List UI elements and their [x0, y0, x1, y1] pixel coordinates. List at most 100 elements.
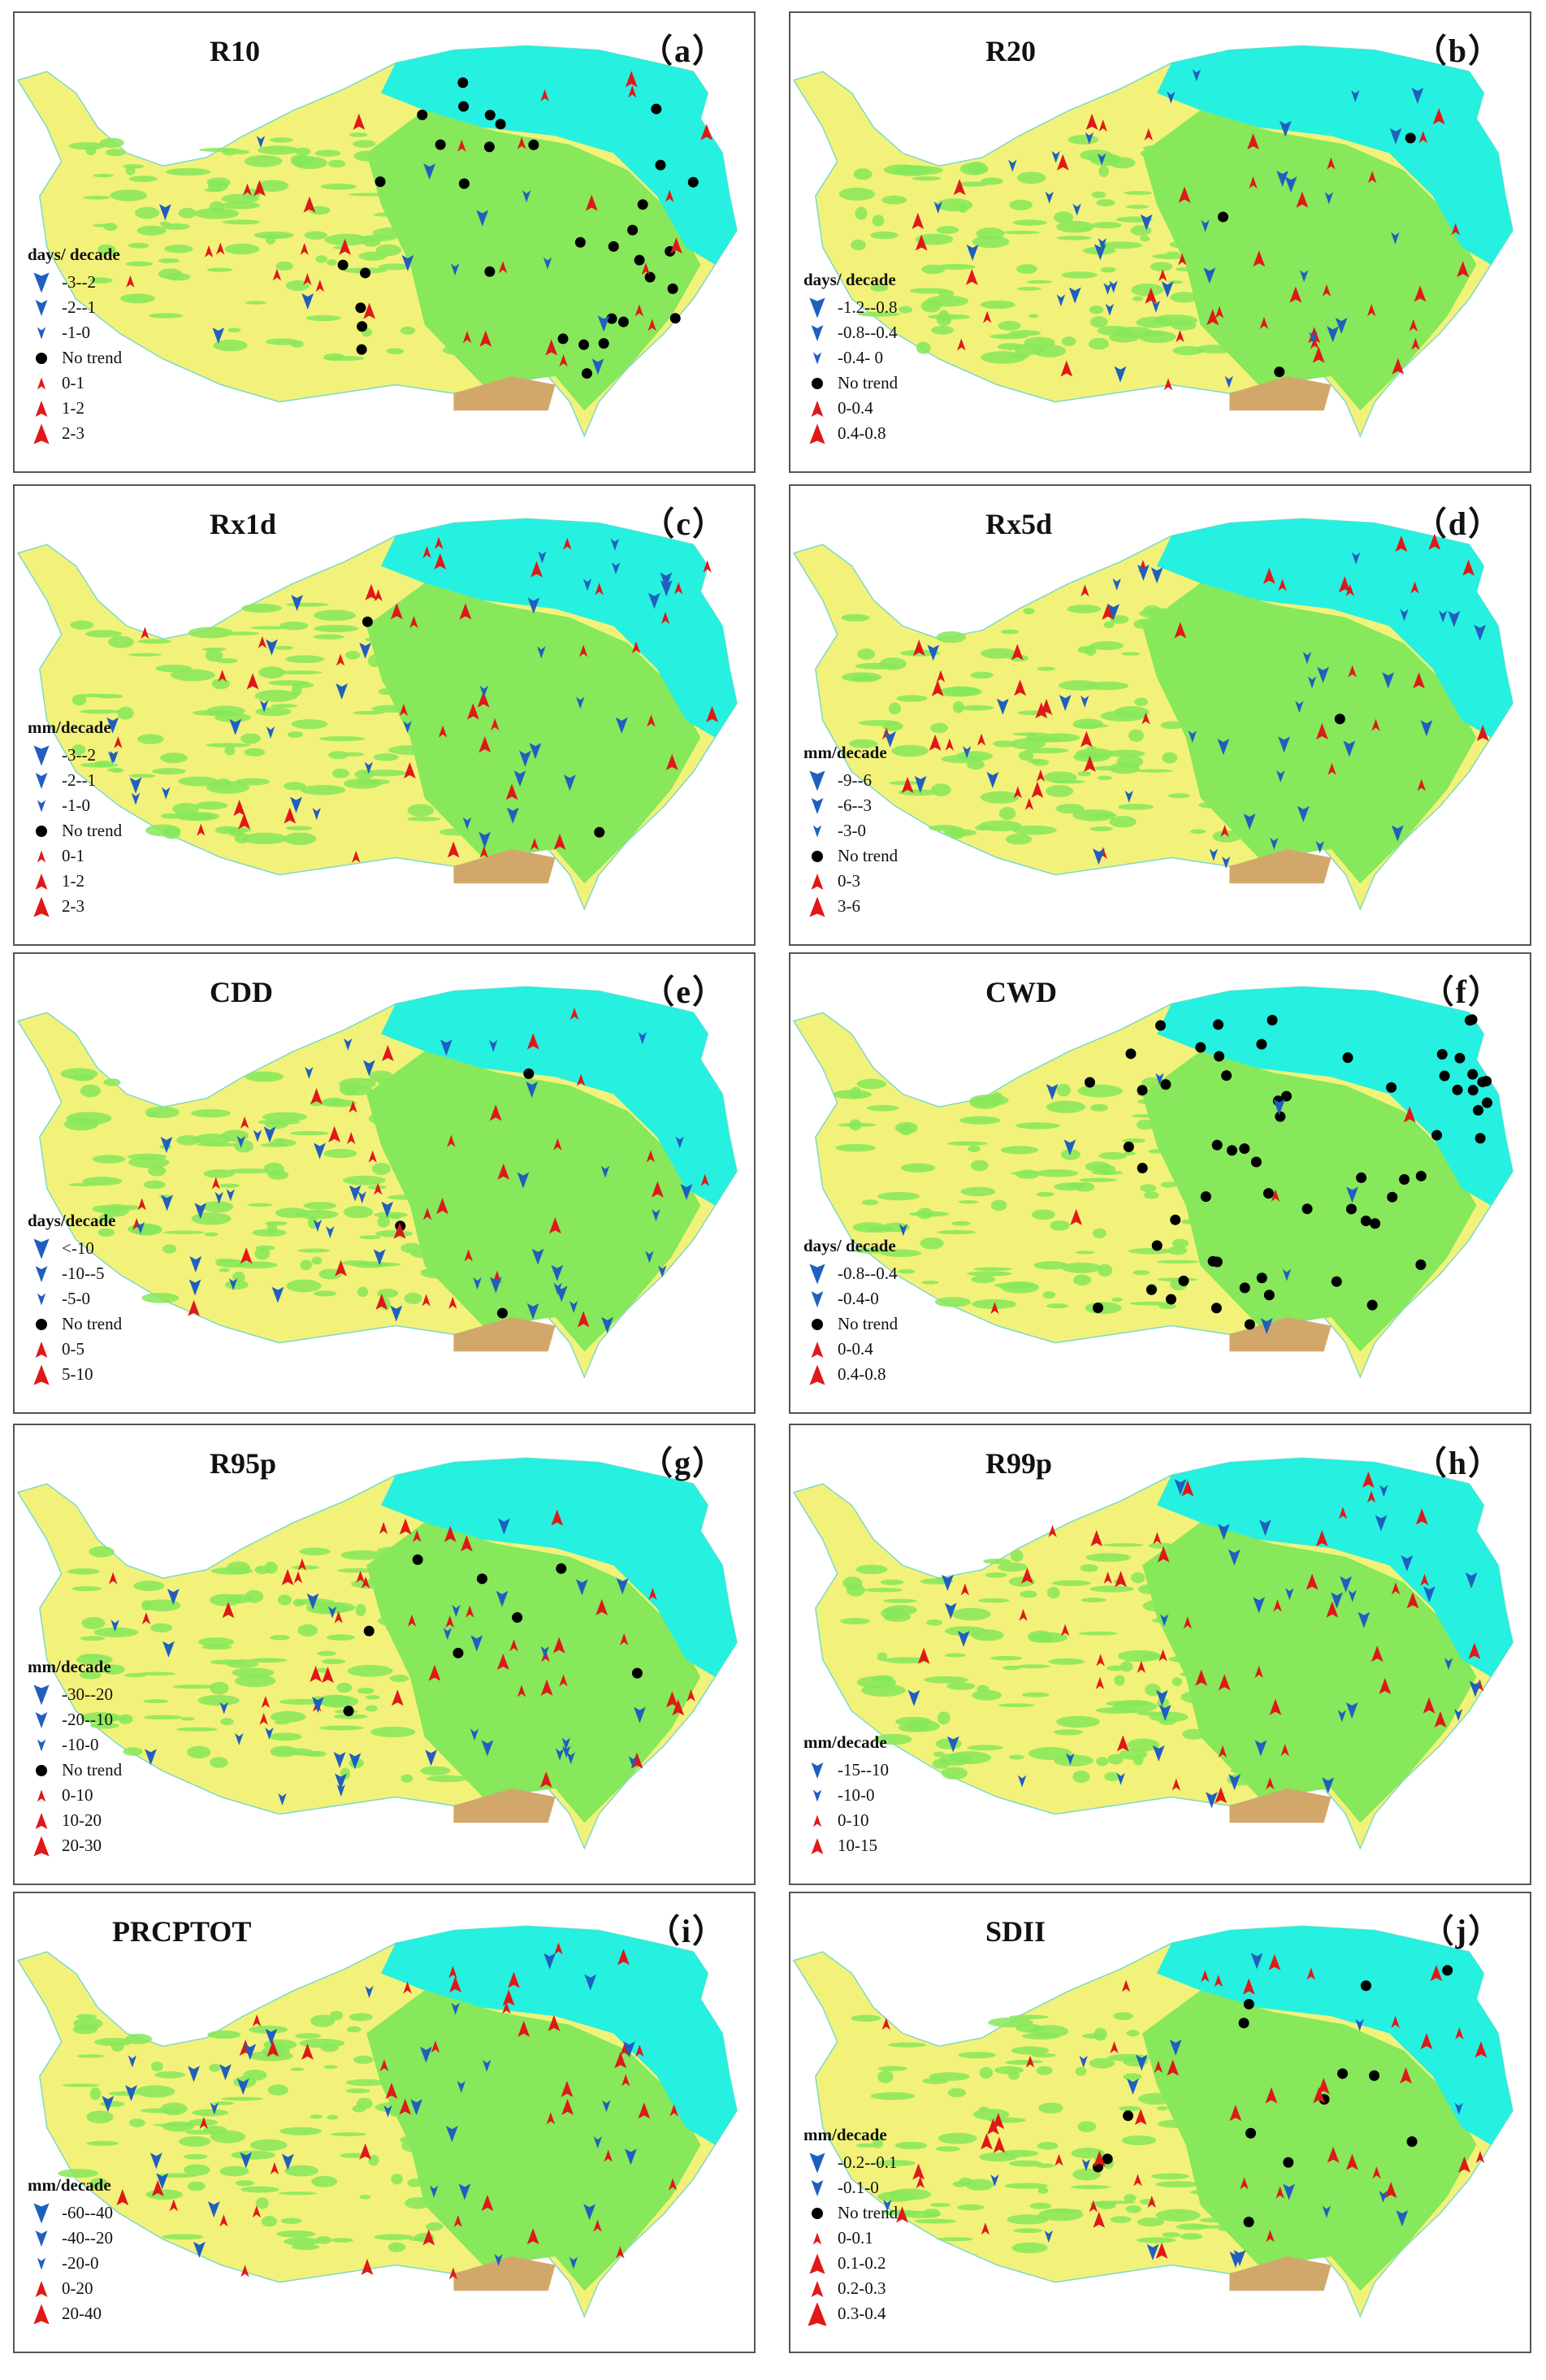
station-increase [660, 612, 670, 625]
station-decrease [193, 2241, 206, 2258]
terrain-patch [1085, 1553, 1132, 1563]
terrain-patch [256, 180, 289, 193]
station-increase [1315, 1530, 1328, 1547]
station-decrease [1309, 332, 1318, 345]
terrain-patch [1026, 732, 1040, 743]
station-decrease [259, 700, 269, 713]
station-no-trend [1214, 1051, 1225, 1062]
station-increase [1306, 1967, 1315, 1980]
station-no-trend [574, 236, 586, 248]
station-decrease [1358, 1611, 1371, 1628]
station-increase [1418, 131, 1427, 144]
station-increase [917, 1647, 930, 1664]
station-decrease [526, 1303, 539, 1320]
terrain-patch [1135, 769, 1173, 773]
station-increase [700, 124, 713, 141]
station-increase [1403, 1106, 1416, 1123]
station-increase [1371, 1645, 1384, 1663]
plateau-map [792, 518, 1514, 911]
station-increase [246, 673, 259, 690]
arrow-up-icon [812, 2232, 822, 2244]
station-increase [559, 1674, 568, 1687]
terrain-patch [92, 1204, 125, 1213]
station-increase [1240, 2177, 1249, 2190]
terrain-patch [1162, 2232, 1181, 2238]
terrain-patch [1061, 271, 1098, 279]
station-decrease [1151, 300, 1161, 313]
terrain-patch [212, 2101, 234, 2105]
terrain-patch [284, 832, 317, 845]
station-no-trend [1452, 1084, 1463, 1095]
station-increase [335, 1259, 347, 1277]
terrain-patch [269, 137, 294, 143]
terrain-patch [410, 1249, 450, 1259]
station-decrease [615, 717, 628, 734]
station-decrease [1093, 244, 1106, 261]
station-decrease [214, 1191, 223, 1204]
station-increase [1400, 2067, 1412, 2084]
station-decrease [1297, 806, 1310, 823]
station-increase [1366, 1490, 1376, 1503]
terrain-patch [1061, 336, 1076, 347]
terrain-patch [1097, 775, 1112, 781]
terrain-patch [118, 1714, 133, 1724]
terrain-patch [1137, 2217, 1165, 2227]
terrain-patch [71, 694, 87, 706]
station-increase [1054, 2153, 1063, 2166]
legend-item: -3--2 [28, 270, 122, 295]
station-decrease [658, 1265, 667, 1278]
station-increase [1218, 1745, 1228, 1758]
station-decrease [990, 2174, 999, 2187]
zone-green [366, 1522, 701, 1823]
arrow-down-icon [809, 1264, 825, 1284]
station-decrease [537, 646, 546, 659]
terrain-patch [1080, 150, 1113, 161]
terrain-patch [894, 2141, 928, 2150]
terrain-patch [431, 782, 448, 788]
terrain-patch [1195, 1631, 1234, 1639]
station-increase [151, 2179, 164, 2196]
terrain-patch [1200, 2025, 1245, 2034]
legend-item: -9--6 [803, 768, 898, 793]
station-increase [1056, 154, 1069, 171]
station-decrease [253, 1129, 262, 1142]
station-decrease [1161, 281, 1174, 298]
station-increase [434, 536, 444, 549]
station-decrease [496, 1590, 509, 1607]
terrain-patch [939, 1753, 972, 1767]
terrain-patch [972, 1267, 1013, 1272]
terrain-patch [1118, 804, 1154, 810]
terrain-patch [1167, 793, 1190, 799]
terrain-patch [408, 153, 436, 161]
station-increase [1432, 108, 1445, 125]
terrain-patch [145, 1106, 180, 1119]
station-increase [1155, 2242, 1168, 2259]
terrain-patch [1182, 1728, 1206, 1740]
terrain-patch [959, 1116, 1001, 1125]
station-increase [517, 137, 526, 150]
terrain-patch [323, 2065, 338, 2070]
station-decrease [933, 201, 942, 214]
terrain-patch [1060, 1149, 1080, 1160]
station-increase [310, 1088, 323, 1105]
terrain-patch [310, 2114, 323, 2119]
terrain-patch [371, 1162, 391, 1176]
station-increase [361, 1576, 370, 1589]
terrain-patch [994, 2066, 1024, 2074]
terrain-patch [160, 2102, 188, 2116]
arrow-up-icon [37, 377, 46, 389]
legend-item: -2--1 [28, 768, 122, 793]
terrain-patch [1037, 2187, 1049, 2195]
station-decrease [423, 163, 436, 180]
terrain-patch [1002, 230, 1040, 235]
station-increase [445, 1615, 454, 1628]
terrain-patch [369, 1070, 393, 1081]
legend: mm/decade -60--40 -40--20 -20-0 0-20 20-40 [28, 2175, 113, 2326]
terrain-patch [1103, 621, 1115, 629]
legend-item: -30--20 [28, 1682, 122, 1707]
terrain-patch [1157, 2105, 1168, 2111]
station-decrease [1150, 567, 1163, 584]
station-decrease [226, 1189, 235, 1202]
legend-label: -0.8--0.4 [838, 1264, 898, 1283]
terrain-patch [1216, 295, 1257, 304]
